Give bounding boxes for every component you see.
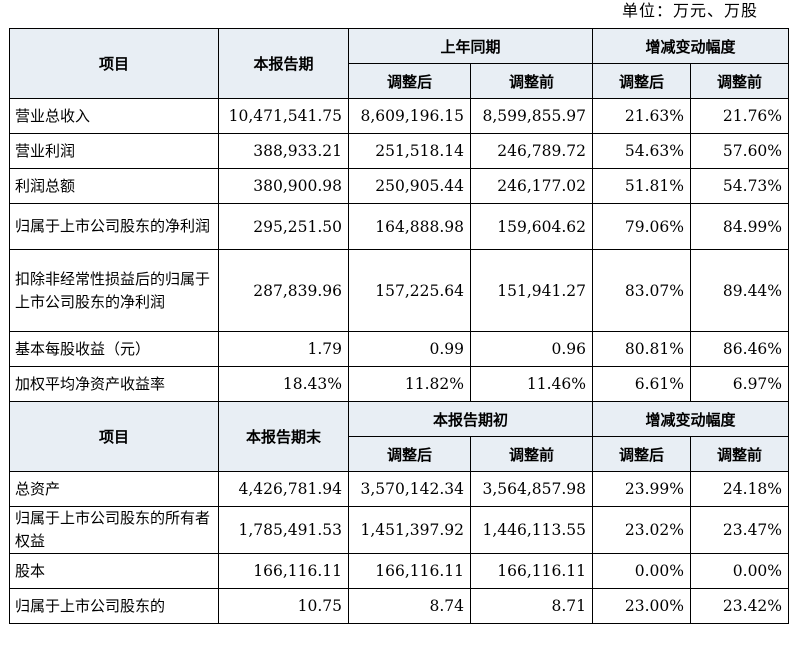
header-item: 项目 xyxy=(9,28,219,99)
unit-label: 单位：万元、万股 xyxy=(621,1,758,20)
row-label: 扣除非经常性损益后的归属于上市公司股东的净利润 xyxy=(9,249,219,332)
cell-prior-before: 246,789.72 xyxy=(469,133,594,169)
header-current-period: 本报告期 xyxy=(218,28,349,99)
header-change-adjusted-before-2: 调整前 xyxy=(690,436,790,472)
table-row: 总资产 4,426,781.94 3,570,142.34 3,564,857.… xyxy=(9,471,790,507)
cell-current: 1.79 xyxy=(218,331,349,367)
cell-change-after: 83.07% xyxy=(592,249,692,332)
table-row: 归属于上市公司股东的 10.75 8.74 8.71 23.00% 23.42% xyxy=(9,588,790,624)
cell-change-before: 86.46% xyxy=(690,331,790,367)
row-label: 归属于上市公司股东的净利润 xyxy=(9,203,219,250)
cell-current: 166,116.11 xyxy=(218,553,349,589)
cell-current: 295,251.50 xyxy=(218,203,349,250)
table-row: 基本每股收益（元） 1.79 0.99 0.96 80.81% 86.46% xyxy=(9,331,790,367)
cell-change-after: 79.06% xyxy=(592,203,692,250)
header-prior-adjusted-before: 调整前 xyxy=(469,63,594,99)
cell-change-after: 51.81% xyxy=(592,168,692,204)
table-row: 营业总收入 10,471,541.75 8,609,196.15 8,599,8… xyxy=(9,98,790,134)
header-item-2: 项目 xyxy=(9,401,219,472)
table-row: 利润总额 380,900.98 250,905.44 246,177.02 51… xyxy=(9,168,790,204)
cell-change-after: 21.63% xyxy=(592,98,692,134)
table-row: 营业利润 388,933.21 251,518.14 246,789.72 54… xyxy=(9,133,790,169)
row-label: 基本每股收益（元） xyxy=(9,331,219,367)
cell-change-before: 21.76% xyxy=(690,98,790,134)
cell-prior-after: 11.82% xyxy=(348,366,471,402)
cell-prior-before: 0.96 xyxy=(469,331,594,367)
header-change-adjusted-before: 调整前 xyxy=(690,63,790,99)
table-row: 加权平均净资产收益率 18.43% 11.82% 11.46% 6.61% 6.… xyxy=(9,366,790,402)
cell-change-before: 0.00% xyxy=(690,553,790,589)
cell-prior-before: 11.46% xyxy=(469,366,594,402)
cell-change-after: 80.81% xyxy=(592,331,692,367)
header-change-adjusted-after-2: 调整后 xyxy=(592,436,692,472)
cell-current: 287,839.96 xyxy=(218,249,349,332)
row-label: 营业利润 xyxy=(9,133,219,169)
header-prior-period: 上年同期 xyxy=(347,28,594,64)
header-period-start: 本报告期初 xyxy=(347,401,594,437)
cell-prior-after: 3,570,142.34 xyxy=(348,471,471,507)
cell-prior-before: 8,599,855.97 xyxy=(469,98,594,134)
cell-prior-before: 151,941.27 xyxy=(469,249,594,332)
header-change-rate: 增减变动幅度 xyxy=(592,28,790,64)
cell-change-before: 23.47% xyxy=(690,506,790,554)
cell-prior-before: 159,604.62 xyxy=(469,203,594,250)
cell-prior-before: 166,116.11 xyxy=(469,553,594,589)
table-row: 股本 166,116.11 166,116.11 166,116.11 0.00… xyxy=(9,553,790,589)
cell-prior-before: 8.71 xyxy=(469,588,594,624)
cell-current: 1,785,491.53 xyxy=(218,506,349,554)
cell-current: 18.43% xyxy=(218,366,349,402)
row-label: 利润总额 xyxy=(9,168,219,204)
financial-summary-table: 项目 本报告期 上年同期 增减变动幅度 调整后 调整前 调整后 调整前 营业总收… xyxy=(9,28,790,624)
cell-prior-after: 157,225.64 xyxy=(348,249,471,332)
cell-change-before: 54.73% xyxy=(690,168,790,204)
cell-change-before: 23.42% xyxy=(690,588,790,624)
row-label: 归属于上市公司股东的所有者权益 xyxy=(9,506,219,554)
header-start-adjusted-before: 调整前 xyxy=(469,436,594,472)
row-label: 总资产 xyxy=(9,471,219,507)
cell-prior-before: 246,177.02 xyxy=(469,168,594,204)
cell-change-after: 54.63% xyxy=(592,133,692,169)
cell-change-before: 84.99% xyxy=(690,203,790,250)
header-period-end: 本报告期末 xyxy=(218,401,349,472)
cell-prior-after: 251,518.14 xyxy=(348,133,471,169)
cell-current: 380,900.98 xyxy=(218,168,349,204)
cell-prior-after: 8,609,196.15 xyxy=(348,98,471,134)
cell-current: 4,426,781.94 xyxy=(218,471,349,507)
cell-change-before: 24.18% xyxy=(690,471,790,507)
cell-change-after: 23.00% xyxy=(592,588,692,624)
cell-change-before: 6.97% xyxy=(690,366,790,402)
cell-change-after: 23.99% xyxy=(592,471,692,507)
header-start-adjusted-after: 调整后 xyxy=(348,436,471,472)
table-row: 归属于上市公司股东的净利润 295,251.50 164,888.98 159,… xyxy=(9,203,790,250)
cell-current: 10.75 xyxy=(218,588,349,624)
cell-prior-after: 250,905.44 xyxy=(348,168,471,204)
row-label: 归属于上市公司股东的 xyxy=(9,588,219,624)
cell-change-before: 57.60% xyxy=(690,133,790,169)
row-label: 营业总收入 xyxy=(9,98,219,134)
cell-current: 10,471,541.75 xyxy=(218,98,349,134)
cell-current: 388,933.21 xyxy=(218,133,349,169)
cell-change-after: 6.61% xyxy=(592,366,692,402)
header-change-adjusted-after: 调整后 xyxy=(592,63,692,99)
cell-change-after: 0.00% xyxy=(592,553,692,589)
row-label: 股本 xyxy=(9,553,219,589)
header-prior-adjusted-after: 调整后 xyxy=(348,63,471,99)
table-row: 扣除非经常性损益后的归属于上市公司股东的净利润 287,839.96 157,2… xyxy=(9,249,790,332)
cell-prior-before: 1,446,113.55 xyxy=(469,506,594,554)
header-change-rate-2: 增减变动幅度 xyxy=(592,401,790,437)
row-label: 加权平均净资产收益率 xyxy=(9,366,219,402)
cell-prior-before: 3,564,857.98 xyxy=(469,471,594,507)
cell-prior-after: 166,116.11 xyxy=(348,553,471,589)
cell-change-after: 23.02% xyxy=(592,506,692,554)
cell-change-before: 89.44% xyxy=(690,249,790,332)
cell-prior-after: 8.74 xyxy=(348,588,471,624)
cell-prior-after: 1,451,397.92 xyxy=(348,506,471,554)
cell-prior-after: 164,888.98 xyxy=(348,203,471,250)
cell-prior-after: 0.99 xyxy=(348,331,471,367)
table-row: 归属于上市公司股东的所有者权益 1,785,491.53 1,451,397.9… xyxy=(9,506,790,554)
